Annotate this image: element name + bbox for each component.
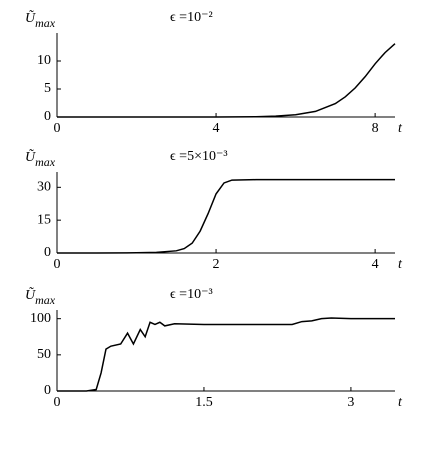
x-tick-label: 2 xyxy=(213,257,220,272)
x-label: t xyxy=(398,395,403,410)
y-tick-label: 0 xyxy=(44,245,51,260)
x-tick-label: 8 xyxy=(372,121,379,136)
y-label-base: Ũ xyxy=(25,148,36,165)
x-tick-label: 1.5 xyxy=(195,395,213,410)
x-label: t xyxy=(398,121,403,136)
x-tick-label: 0 xyxy=(54,395,61,410)
data-line xyxy=(57,178,395,254)
y-tick-label: 30 xyxy=(37,180,51,195)
y-label: Ũmax xyxy=(25,286,56,307)
x-label: t xyxy=(398,257,403,272)
x-tick-label: 4 xyxy=(213,121,220,136)
y-label-base: Ũ xyxy=(25,286,36,303)
data-line xyxy=(57,317,395,392)
y-tick-label: 5 xyxy=(44,81,51,96)
y-tick-label: 15 xyxy=(37,212,51,227)
y-tick-label: 0 xyxy=(44,109,51,124)
y-tick-label: 10 xyxy=(37,53,51,68)
y-tick-label: 100 xyxy=(30,311,51,326)
y-label-sub: max xyxy=(35,155,56,169)
y-tick-label: 50 xyxy=(37,347,51,362)
x-tick-label: 0 xyxy=(54,121,61,136)
y-label: Ũmax xyxy=(25,148,56,169)
y-label: Ũmax xyxy=(25,9,56,30)
chart-title: ϵ =10⁻² xyxy=(170,10,213,25)
chart-title: ϵ =10⁻³ xyxy=(170,287,213,302)
chart-title: ϵ =5×10⁻³ xyxy=(170,149,228,164)
y-tick-label: 0 xyxy=(44,383,51,398)
x-tick-label: 3 xyxy=(347,395,354,410)
x-tick-label: 4 xyxy=(372,257,379,272)
y-label-sub: max xyxy=(35,16,56,30)
y-label-sub: max xyxy=(35,293,56,307)
y-label-base: Ũ xyxy=(25,9,36,26)
data-line xyxy=(57,43,396,118)
x-tick-label: 0 xyxy=(54,257,61,272)
